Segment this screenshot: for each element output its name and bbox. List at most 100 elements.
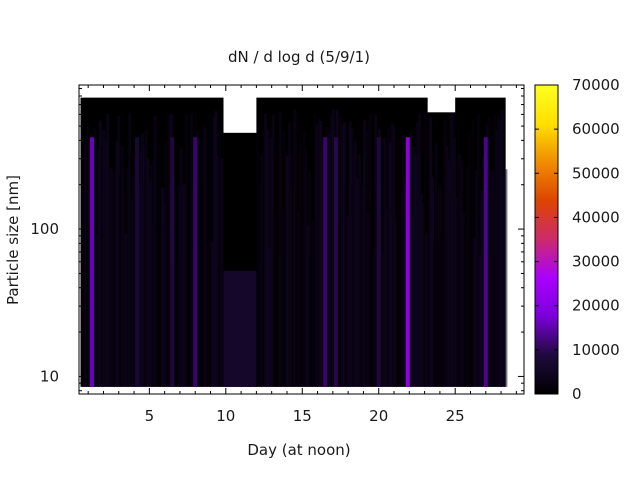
heatmap-cell xyxy=(394,217,398,387)
heatmap-cell xyxy=(418,113,422,387)
x-tick-label: 20 xyxy=(369,407,388,425)
heatmap-cell xyxy=(111,173,115,387)
heatmap-cell xyxy=(97,150,101,387)
heatmap-cell xyxy=(493,115,497,387)
heatmap-cell xyxy=(370,207,374,387)
heatmap-band-fill xyxy=(376,137,381,387)
heatmap-cell xyxy=(291,185,295,387)
heatmap-cell xyxy=(462,210,466,387)
heatmap-band xyxy=(170,137,175,387)
heatmap-cell xyxy=(141,134,145,387)
heatmap-cell xyxy=(175,260,179,387)
y-tick-label: 100 xyxy=(30,220,59,238)
heatmap-cell xyxy=(414,155,418,387)
heatmap-gap-blank xyxy=(223,85,257,133)
heatmap-cell xyxy=(497,116,501,387)
heatmap-cell xyxy=(273,206,277,387)
heatmap-cell xyxy=(442,134,446,387)
heatmap-cell xyxy=(487,117,491,387)
heatmap-cell xyxy=(95,234,99,387)
heatmap-cell xyxy=(153,115,157,387)
heatmap-band-fill xyxy=(333,137,338,387)
heatmap-cell xyxy=(144,129,148,387)
heatmap-cell xyxy=(284,151,288,387)
heatmap-cell xyxy=(317,117,321,387)
heatmap-cell xyxy=(368,113,372,387)
heatmap-cell xyxy=(150,165,154,387)
heatmap-cell xyxy=(346,216,350,387)
heatmap-cell xyxy=(458,154,462,387)
heatmap-band-fill xyxy=(483,137,488,387)
heatmap-cell xyxy=(102,129,106,387)
heatmap-cell xyxy=(330,115,334,387)
colorbar-tick-label: 30000 xyxy=(572,253,620,271)
heatmap-cell xyxy=(478,254,482,387)
heatmap-cell xyxy=(432,245,436,387)
heatmap-cell xyxy=(337,224,341,387)
heatmap-cell xyxy=(342,122,346,387)
heatmap-cell xyxy=(475,170,479,387)
heatmap-cell xyxy=(179,148,183,387)
heatmap-band xyxy=(405,137,410,387)
heatmap-cell xyxy=(390,122,394,387)
heatmap-cell xyxy=(385,209,389,387)
heatmap-band xyxy=(135,137,140,387)
heatmap-cell xyxy=(219,158,223,387)
colorbar-tick-label: 20000 xyxy=(572,297,620,315)
heatmap-cell xyxy=(386,127,390,387)
heatmap-cell xyxy=(392,126,396,387)
heatmap-cell xyxy=(269,137,273,387)
heatmap-cell xyxy=(447,160,451,387)
x-axis-label: Day (at noon) xyxy=(247,441,350,459)
heatmap-cell xyxy=(196,130,200,387)
heatmap-cell xyxy=(104,139,108,387)
heatmap-cell xyxy=(286,155,290,387)
chart-title: dN / d log d (5/9/1) xyxy=(228,48,370,66)
heatmap-cell xyxy=(399,186,403,387)
heatmap-cell xyxy=(256,126,260,387)
heatmap-cell xyxy=(409,132,413,387)
heatmap-cell xyxy=(113,173,117,387)
heatmap-cell xyxy=(214,111,218,387)
heatmap-cell xyxy=(372,249,376,387)
heatmap-cell xyxy=(341,125,345,387)
heatmap-cell xyxy=(320,139,324,387)
heatmap-cell xyxy=(295,112,299,387)
colorbar-tick-label: 10000 xyxy=(572,341,620,359)
heatmap-cell xyxy=(453,136,457,387)
heatmap-cell xyxy=(117,115,121,387)
heatmap-cell xyxy=(168,115,172,387)
heatmap-cell xyxy=(155,119,159,387)
heatmap-cell xyxy=(363,119,367,387)
heatmap-band xyxy=(333,137,338,387)
heatmap-cell xyxy=(183,184,187,387)
heatmap-cell xyxy=(353,140,357,387)
heatmap-cell xyxy=(489,170,493,387)
heatmap-cell xyxy=(177,185,181,387)
heatmap-cell xyxy=(205,243,209,387)
heatmap-cell xyxy=(109,168,113,387)
heatmap-cell xyxy=(212,116,216,387)
x-tick-label: 5 xyxy=(145,407,155,425)
heatmap-cell xyxy=(298,136,302,387)
colorbar-tick-label: 40000 xyxy=(572,208,620,226)
colorbar-tick-label: 70000 xyxy=(572,76,620,94)
heatmap-cell xyxy=(201,123,205,387)
heatmap-cell xyxy=(152,159,156,387)
heatmap-cell xyxy=(319,121,323,387)
colorbar-tick-label: 50000 xyxy=(572,164,620,182)
heatmap-cell xyxy=(355,177,359,387)
heatmap-plot xyxy=(80,85,508,387)
heatmap-cell xyxy=(449,110,453,387)
heatmap-cell xyxy=(199,140,203,387)
heatmap-cell xyxy=(289,156,293,387)
heatmap-cell xyxy=(423,111,427,387)
heatmap-cell xyxy=(276,255,280,387)
heatmap-cell xyxy=(120,146,124,387)
heatmap-cell xyxy=(267,247,271,387)
heatmap-cell xyxy=(166,113,170,387)
heatmap-cell xyxy=(396,136,400,387)
heatmap-cell xyxy=(287,123,291,387)
heatmap-cell xyxy=(84,143,88,387)
heatmap-cell xyxy=(264,113,268,387)
